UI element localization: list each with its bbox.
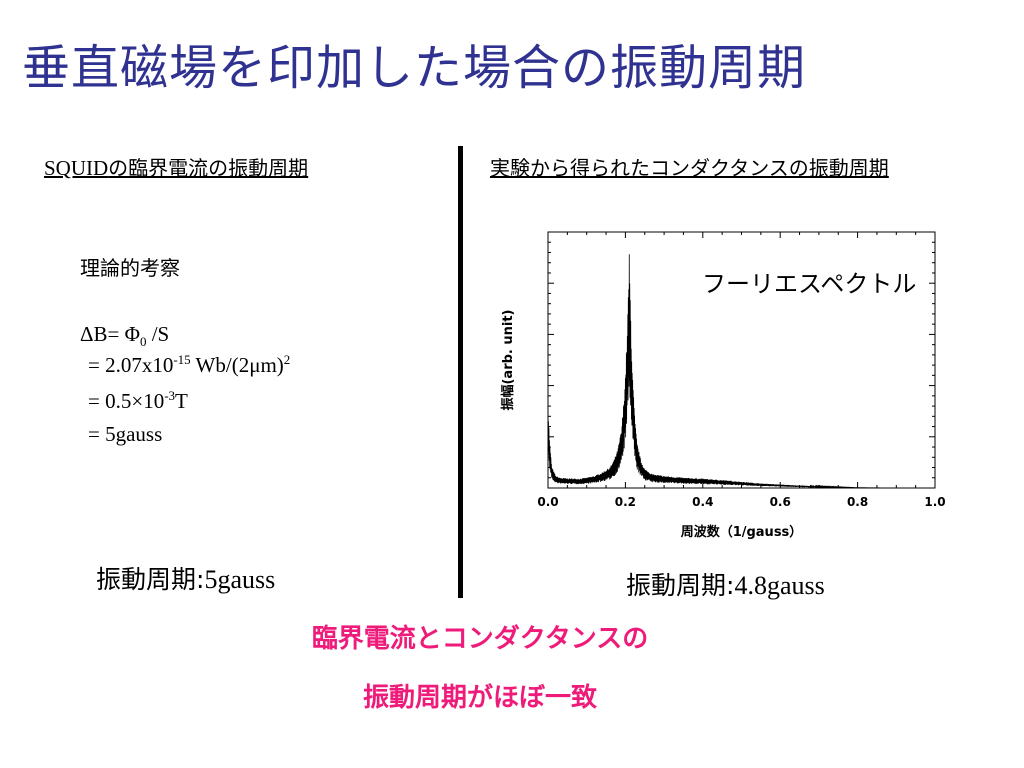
squid-heading-ascii: SQUID	[44, 156, 109, 180]
eq1-subscript: 0	[139, 334, 147, 350]
x-tick-label: 0.0	[537, 495, 558, 509]
spectrum-annotation: フーリエスペクトル	[702, 270, 916, 298]
x-tick-label: 0.8	[847, 495, 868, 509]
eq3-exponent: -3	[164, 388, 176, 403]
fourier-spectrum-chart: 0.0 0.2 0.4 0.6 0.8 1.0 周波数（1/gauss） 振幅(arb. un…	[500, 231, 946, 540]
x-tick-label: 0.4	[692, 495, 713, 509]
eq1-part-b: /S	[146, 322, 170, 346]
conductance-period-label: 振動周期:	[626, 571, 735, 600]
equation-delta-b: ΔB= Φ0 /S	[80, 322, 169, 350]
conductance-period-result: 振動周期:4.8gauss	[626, 566, 825, 602]
x-tick-label: 0.2	[615, 495, 636, 509]
spectrum-series	[547, 254, 935, 489]
eq3-unit: T	[175, 389, 188, 413]
equation-tesla: = 0.5×10-3T	[88, 388, 188, 414]
eq2-exponent: -15	[173, 352, 191, 367]
eq1-part-a: ΔB= Φ	[80, 322, 140, 346]
x-tick-label: 1.0	[924, 495, 945, 509]
eq3-times: ×	[131, 389, 144, 413]
column-divider	[458, 146, 463, 598]
squid-heading-rest: の臨界電流の振動周期	[108, 156, 309, 180]
eq2-area-exponent: 2	[283, 352, 291, 367]
y-axis-label: 振幅(arb. unit)	[500, 309, 516, 410]
squid-period-value: 5gauss	[204, 565, 276, 594]
squid-period-label: 振動周期:	[96, 565, 205, 594]
equation-flux-over-area: = 2.07x10-15 Wb/(2μm)2	[88, 352, 290, 378]
page-title: 垂直磁場を印加した場合の振動周期	[22, 40, 807, 96]
conductance-period-value: 4.8gauss	[734, 571, 825, 600]
conclusion-line-2: 振動周期がほぼ一致	[362, 683, 597, 713]
x-tick-label: 0.6	[770, 495, 791, 509]
squid-section-heading: SQUIDの臨界電流の振動周期	[44, 152, 308, 181]
eq3-part-b: 10	[143, 389, 165, 413]
theory-heading: 理論的考察	[80, 256, 180, 280]
x-axis-label: 周波数（1/gauss）	[681, 524, 803, 540]
equation-gauss: = 5gauss	[88, 422, 163, 446]
eq2-part-b: Wb/(2μm)	[190, 353, 284, 377]
eq2-part-a: = 2.07x10	[88, 353, 174, 377]
conclusion-line-1: 臨界電流とコンダクタンスの	[311, 624, 649, 654]
conductance-section-heading: 実験から得られたコンダクタンスの振動周期	[490, 156, 889, 180]
squid-period-result: 振動周期:5gauss	[96, 560, 275, 596]
eq3-part-a: = 0.5	[88, 389, 132, 413]
